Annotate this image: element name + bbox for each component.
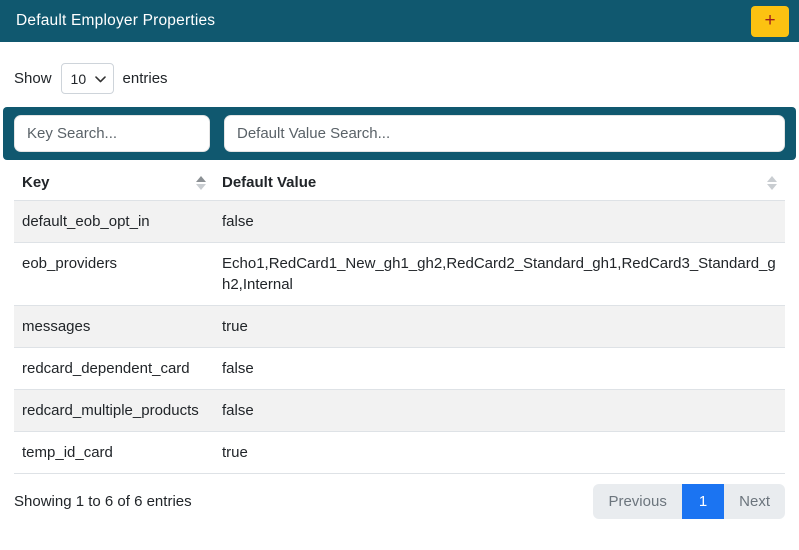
table-row: eob_providers Echo1,RedCard1_New_gh1_gh2… [14,242,785,306]
key-cell: temp_id_card [14,431,214,474]
column-label-default-value: Default Value [222,174,317,191]
value-search-input[interactable] [224,115,785,152]
table-row: redcard_dependent_card false [14,347,785,390]
sort-unsorted-icon [767,175,777,190]
value-cell: true [214,431,785,474]
value-cell: true [214,305,785,348]
table-row: temp_id_card true [14,431,785,474]
show-label: Show [14,70,52,87]
value-cell: false [214,389,785,432]
table-header-row: Key Default Value [14,165,785,201]
search-band [3,107,796,160]
table-row: messages true [14,305,785,348]
key-search-input[interactable] [14,115,210,152]
value-cell: false [214,347,785,390]
column-header-key[interactable]: Key [14,165,214,201]
key-cell: eob_providers [14,242,214,306]
panel-header: Default Employer Properties + [0,0,799,42]
key-cell: redcard_dependent_card [14,347,214,390]
sort-ascending-icon [196,175,206,190]
column-header-default-value[interactable]: Default Value [214,165,785,201]
entries-label: entries [122,70,168,87]
table-row: redcard_multiple_products false [14,389,785,432]
page-length-select[interactable]: 10 [60,63,114,94]
page-title: Default Employer Properties [16,12,216,29]
add-property-button[interactable]: + [751,5,789,37]
key-cell: default_eob_opt_in [14,200,214,243]
properties-table: Key Default Value [14,165,785,474]
page-length-select-wrap: 10 [60,63,114,94]
column-label-key: Key [22,174,50,191]
table-footer: Showing 1 to 6 of 6 entries Previous 1 N… [0,474,799,519]
key-cell: messages [14,305,214,348]
value-cell: Echo1,RedCard1_New_gh1_gh2,RedCard2_Stan… [214,242,785,306]
plus-icon: + [764,9,776,31]
key-cell: redcard_multiple_products [14,389,214,432]
pagination: Previous 1 Next [593,484,785,519]
next-page-button[interactable]: Next [739,493,770,510]
show-entries-control: Show 10 entries [0,42,799,94]
page-1-button[interactable]: 1 [681,484,725,519]
previous-page-button[interactable]: Previous [608,493,667,510]
value-cell: false [214,200,785,243]
table-row: default_eob_opt_in false [14,200,785,243]
table-info: Showing 1 to 6 of 6 entries [14,493,192,510]
